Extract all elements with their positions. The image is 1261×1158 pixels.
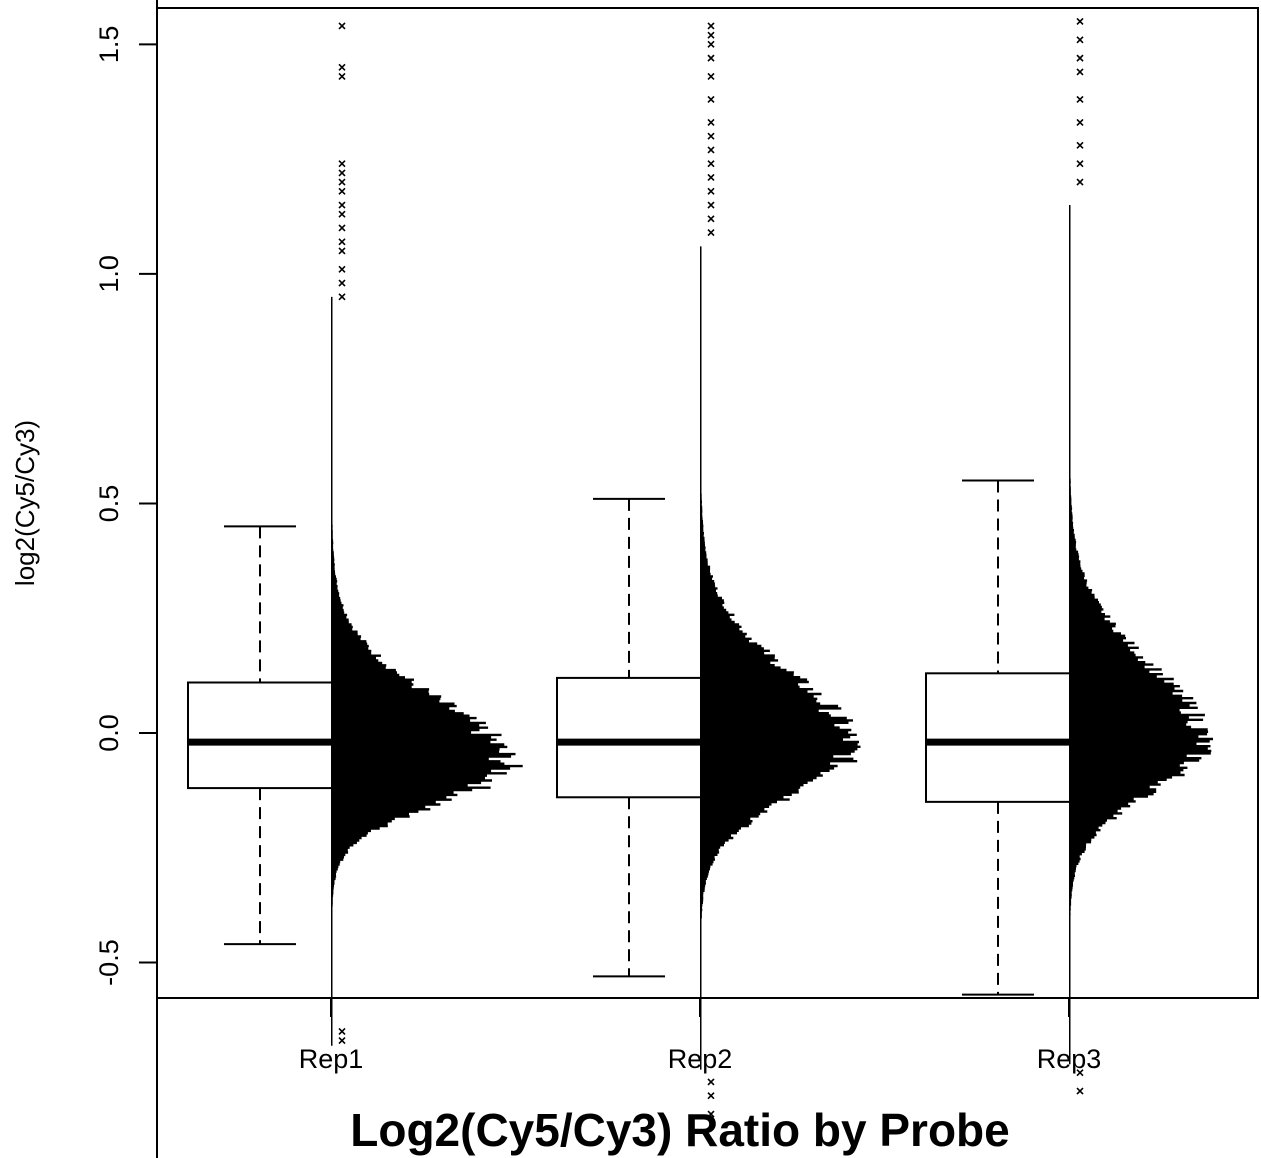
outlier-point xyxy=(338,247,346,255)
outlier-point xyxy=(707,1110,715,1118)
x-axis: Rep1 Rep2 Rep3 xyxy=(299,998,1102,1074)
outlier-point xyxy=(707,40,715,48)
outlier-point xyxy=(707,72,715,81)
outlier-point xyxy=(707,160,715,168)
y-axis-label: log2(Cy5/Cy3) xyxy=(10,420,40,586)
outlier-point xyxy=(707,215,715,223)
outlier-point xyxy=(338,201,346,209)
outlier-point xyxy=(338,160,346,168)
outlier-point xyxy=(707,95,715,104)
outlier-point xyxy=(707,146,715,154)
boxplot-group xyxy=(187,479,1071,996)
y-tick-label: 1.0 xyxy=(94,255,124,293)
outlier-point xyxy=(707,31,715,39)
y-tick-label: 0.0 xyxy=(94,714,124,752)
x-tick-label: Rep3 xyxy=(1037,1044,1102,1074)
outlier-point xyxy=(707,22,715,30)
outlier-group xyxy=(338,17,1084,1118)
x-tick-label: Rep2 xyxy=(668,1044,733,1074)
outlier-point xyxy=(707,118,715,126)
outlier-point xyxy=(1076,1087,1084,1095)
outlier-point xyxy=(707,1078,715,1086)
outlier-point xyxy=(1076,17,1084,25)
y-tick-label: -0.5 xyxy=(94,939,124,986)
outlier-point xyxy=(707,1092,715,1100)
outlier-point xyxy=(707,132,715,140)
plot-area xyxy=(156,7,1259,1118)
outlier-point xyxy=(1076,54,1084,62)
outlier-point xyxy=(338,72,346,81)
histogram-group xyxy=(331,205,1213,1070)
outlier-point xyxy=(1076,118,1084,126)
outlier-point xyxy=(338,1037,346,1045)
y-axis: -1.0-0.50.00.51.01.52.02.53.0 xyxy=(94,0,158,1158)
chart-title: Log2(Cy5/Cy3) Ratio by Probe xyxy=(350,1104,1009,1156)
outlier-point xyxy=(707,54,715,62)
outlier-point xyxy=(338,265,346,273)
outlier-point xyxy=(338,187,346,195)
outlier-point xyxy=(707,201,715,209)
outlier-point xyxy=(1076,68,1084,76)
outlier-point xyxy=(338,22,346,30)
histogram xyxy=(331,296,523,1046)
y-tick-label: 0.5 xyxy=(94,485,124,523)
outlier-point xyxy=(338,178,346,186)
outlier-point xyxy=(338,224,346,232)
outlier-point xyxy=(1076,95,1084,104)
outlier-point xyxy=(707,187,715,195)
histogram xyxy=(700,246,861,1070)
x-tick-label: Rep1 xyxy=(299,1044,364,1074)
outlier-point xyxy=(1076,141,1084,149)
iqr-box xyxy=(556,676,702,799)
outlier-point xyxy=(707,173,715,182)
outlier-point xyxy=(338,1027,346,1035)
y-tick-label: 1.5 xyxy=(94,26,124,64)
outlier-point xyxy=(1076,36,1084,44)
outlier-point xyxy=(338,210,346,218)
outlier-point xyxy=(338,238,346,246)
histogram xyxy=(1069,205,1213,1065)
outlier-point xyxy=(1076,1069,1084,1077)
outlier-point xyxy=(338,293,346,301)
outlier-point xyxy=(338,169,346,177)
iqr-box xyxy=(925,672,1071,803)
outlier-point xyxy=(1076,178,1084,186)
outlier-point xyxy=(338,63,346,71)
outlier-point xyxy=(1076,160,1084,168)
outlier-point xyxy=(338,279,346,287)
outlier-point xyxy=(707,229,715,237)
iqr-box xyxy=(187,681,333,790)
